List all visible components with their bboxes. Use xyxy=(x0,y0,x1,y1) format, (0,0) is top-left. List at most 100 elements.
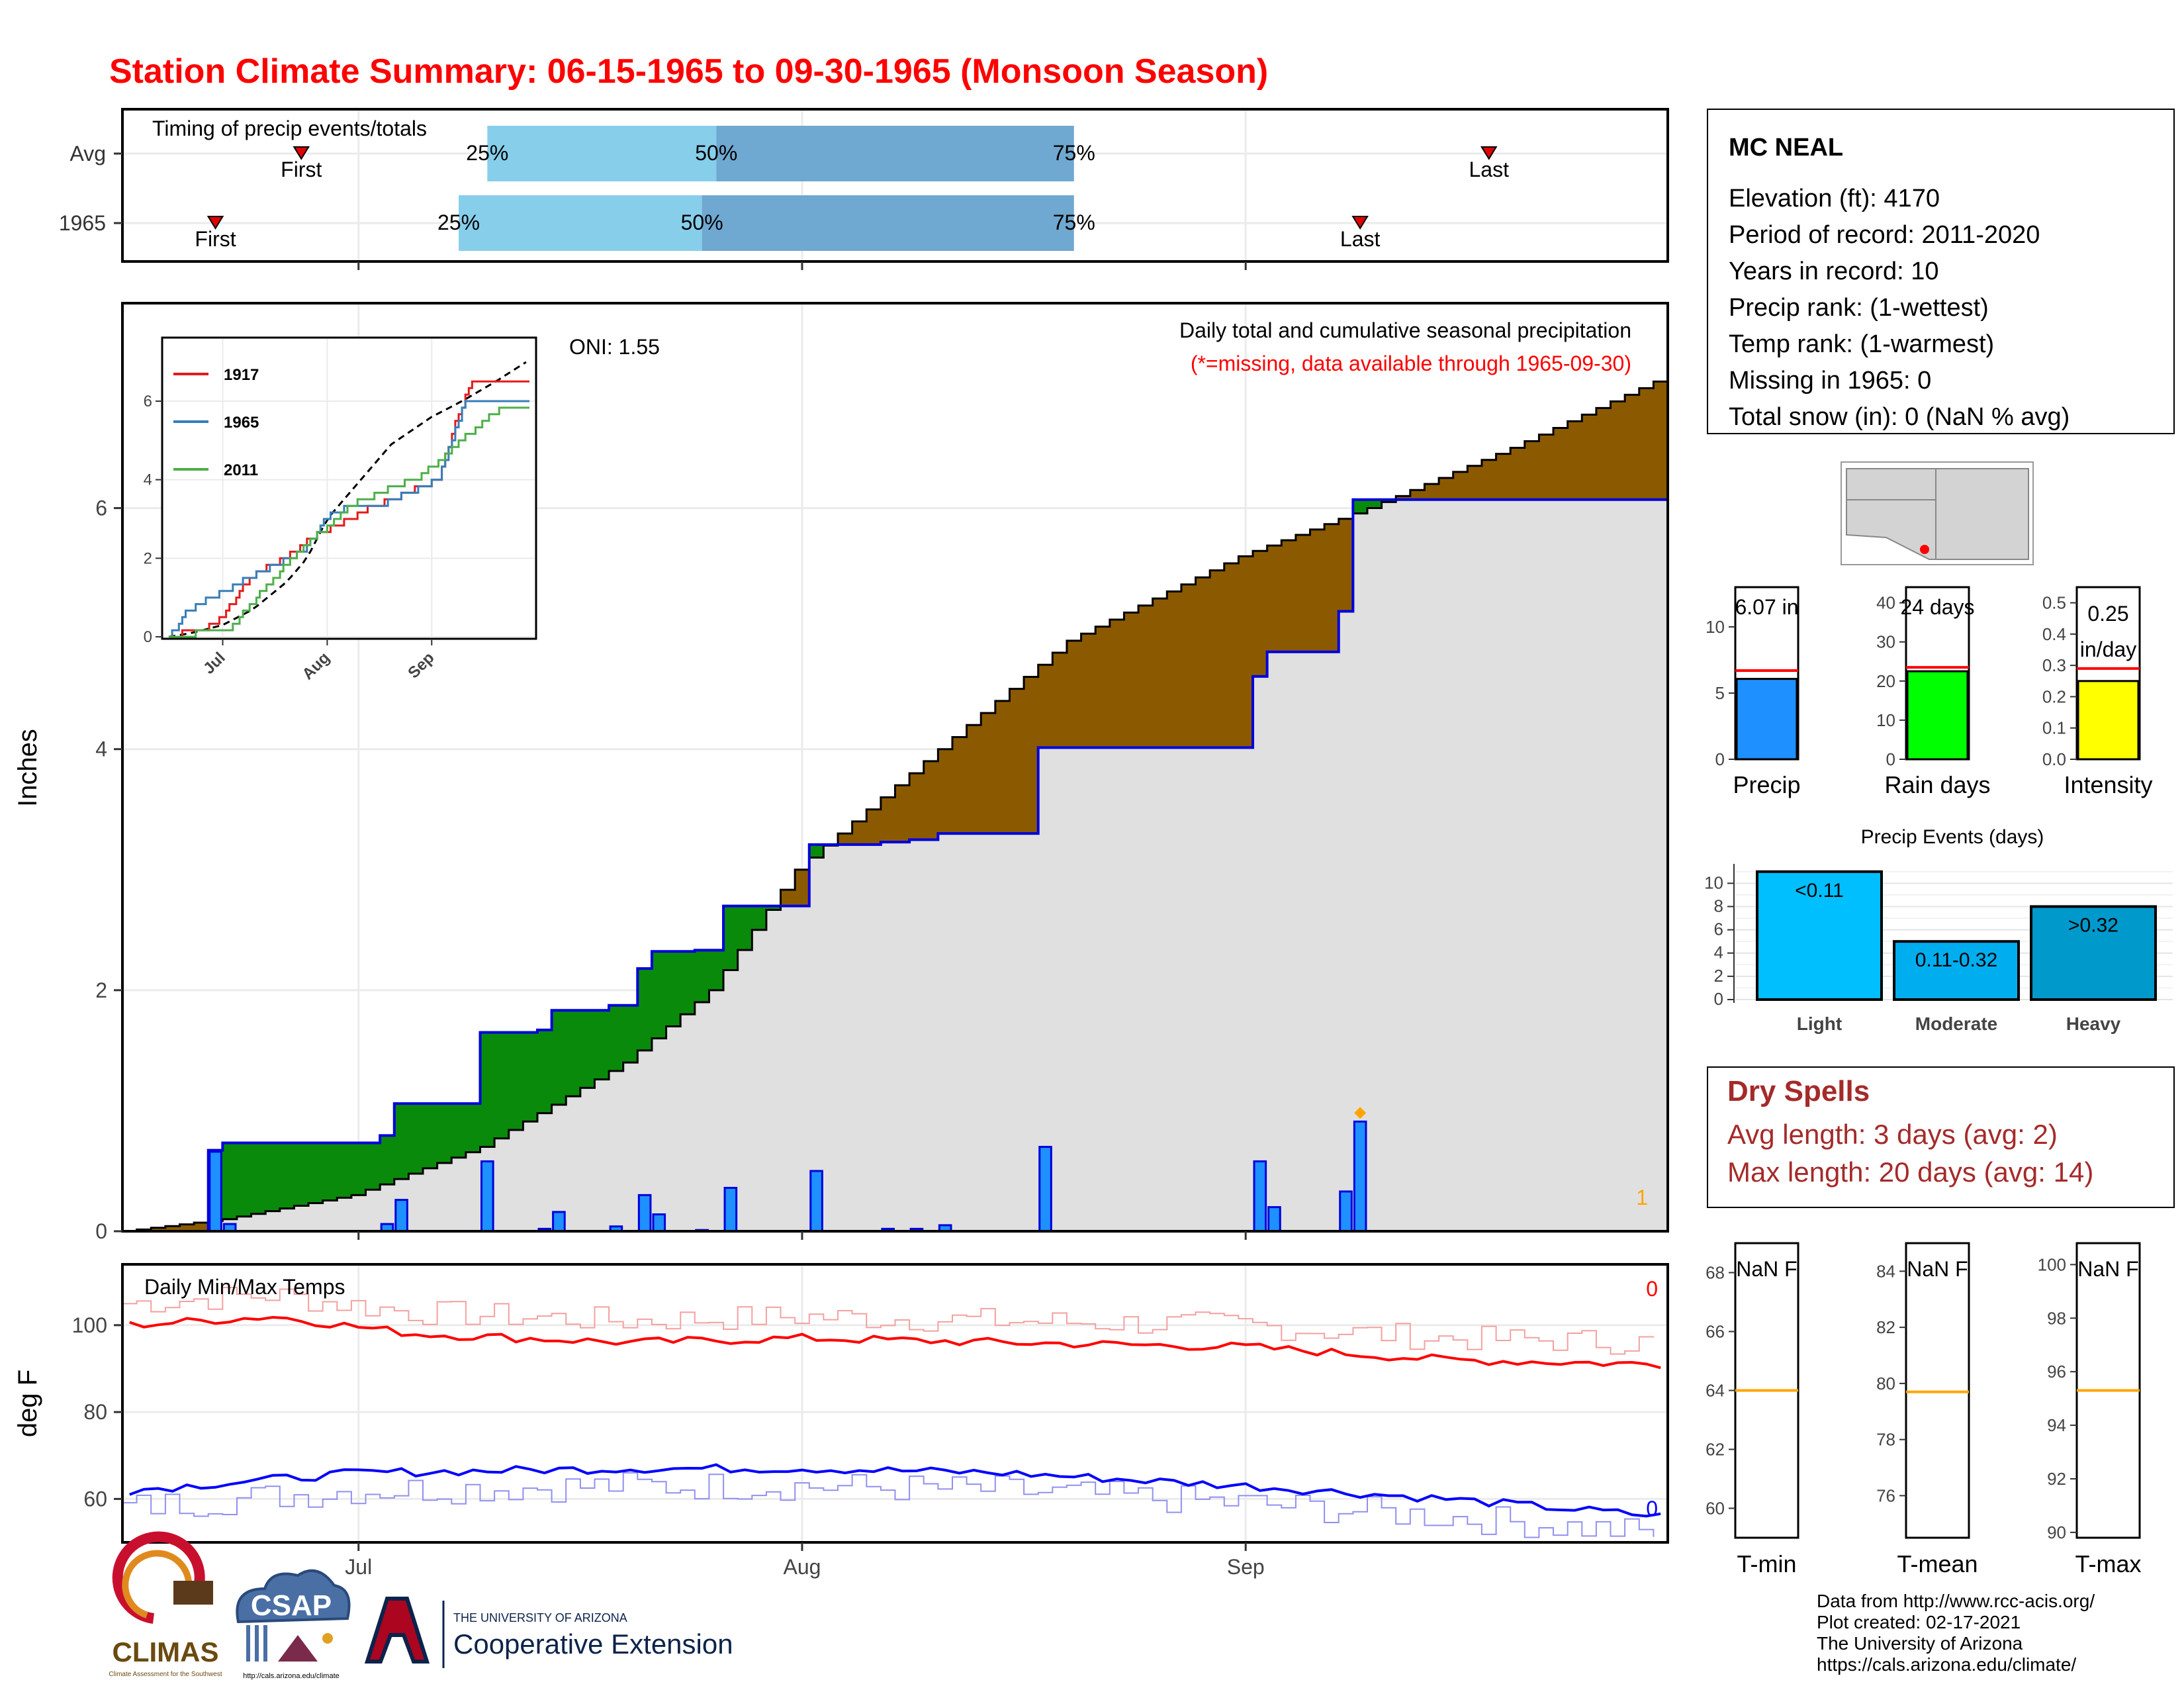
gauge-tick-label: 10 xyxy=(1706,617,1725,637)
timing-panel: Timing of precip events/totals Avg 1965 … xyxy=(59,108,1669,270)
temp-gauge-value: NaN F xyxy=(2077,1257,2138,1281)
inset-legend-label: 2011 xyxy=(224,461,258,479)
main-missing-note: (*=missing, data available through 1965-… xyxy=(1191,352,1631,375)
main-y-axis-label: Inches xyxy=(13,729,42,807)
credit-line-url: https://cals.arizona.edu/climate/ xyxy=(1817,1654,2076,1675)
main-y-tick-label: 2 xyxy=(95,978,107,1002)
daily-precip-bar xyxy=(208,1150,222,1233)
daily-precip-bar xyxy=(394,1199,408,1233)
daily-precip-bar xyxy=(723,1186,738,1233)
temp-gauge-tick-label: 82 xyxy=(1876,1317,1895,1337)
station-line-snow: Total snow (in): 0 (NaN % avg) xyxy=(1729,403,2070,431)
daily-precip-bar xyxy=(652,1213,666,1233)
missing-count-label: 1 xyxy=(1636,1186,1648,1209)
gauge-tick-label: 0.2 xyxy=(2042,686,2066,706)
gauge-value-label: 6.07 in xyxy=(1735,595,1798,619)
gauge-tick-label: 0.0 xyxy=(2042,749,2066,769)
tmax-avg-line xyxy=(129,1315,1661,1370)
dry-spells-avg: Avg length: 3 days (avg: 2) xyxy=(1727,1119,2058,1150)
first-event-label: First xyxy=(195,227,236,251)
gauge-value-label: 0.25 xyxy=(2087,602,2128,626)
temp-gauge-tick-label: 100 xyxy=(2038,1254,2066,1274)
quartile-label: 50% xyxy=(695,141,737,165)
station-line-elevation: Elevation (ft): 4170 xyxy=(1729,185,1940,212)
inset-year-line xyxy=(169,400,529,638)
university-of-arizona-logo: THE UNIVERSITY OF ARIZONA Cooperative Ex… xyxy=(364,1597,733,1668)
quartile-label: 25% xyxy=(466,141,508,165)
tmax-daily-line xyxy=(122,1287,1655,1355)
gauge-category-label: Intensity xyxy=(2064,771,2152,798)
station-info-box: MC NEAL Elevation (ft): 4170 Period of r… xyxy=(1707,109,2175,434)
temp-gauge-tick-label: 94 xyxy=(2047,1415,2066,1435)
gauge-tick-label: 0.5 xyxy=(2042,593,2066,613)
climas-logo: CLIMAS Climate Assessment for the Southw… xyxy=(109,1531,222,1678)
daily-precip-bar xyxy=(480,1160,494,1233)
temp-gauge-tick-label: 92 xyxy=(2047,1469,2066,1489)
temperature-gauges: 60 62 64 66 68 NaN F T-min 76 78 80 82 84 NaN F T-mea… xyxy=(1706,1242,2142,1577)
timing-row-label-avg: Avg xyxy=(69,142,106,165)
precip-event-bar xyxy=(1756,870,1883,1001)
gauge-tick-label: 0.1 xyxy=(2042,718,2066,738)
gauge-tick-label: 0 xyxy=(1886,749,1895,769)
avg-cumulative-line xyxy=(122,380,1668,1233)
footer-credits: Data from http://www.rcc-acis.org/ Plot … xyxy=(1817,1591,2095,1675)
tmin-avg-line xyxy=(129,1463,1661,1518)
climas-wordmark: CLIMAS xyxy=(113,1636,219,1667)
station-line-years: Years in record: 10 xyxy=(1729,258,1939,285)
main-y-tick-label: 0 xyxy=(95,1219,107,1243)
csap-wordmark: CSAP xyxy=(251,1589,332,1622)
quartile-bar-50-75 xyxy=(702,195,1074,251)
station-line-missing: Missing in 1965: 0 xyxy=(1729,367,1931,395)
temp-gauge-tick-label: 78 xyxy=(1876,1430,1895,1450)
precip-event-category: Light xyxy=(1797,1013,1842,1034)
temp-gauge-tick-label: 98 xyxy=(2047,1308,2066,1328)
gauge-value-label: 24 days xyxy=(1900,595,1974,619)
temp-gauge-tick-label: 68 xyxy=(1706,1263,1725,1283)
gauge-tick-label: 0 xyxy=(1715,749,1725,769)
station-name: MC NEAL xyxy=(1729,134,1843,162)
temp-gauge-frame xyxy=(1905,1242,1970,1539)
precip-event-bar-label: 0.11-0.32 xyxy=(1915,949,1998,971)
inset-avg-line xyxy=(168,361,527,638)
last-event-label: Last xyxy=(1469,158,1510,181)
daily-precip-bar xyxy=(809,1170,823,1233)
temp-y-tick-label: 60 xyxy=(83,1487,107,1511)
temp-gauge-tick-label: 84 xyxy=(1876,1261,1895,1281)
tmin-missing-count: 0 xyxy=(1646,1497,1658,1521)
precip-event-bar xyxy=(1893,940,2020,1002)
gauge-unit-label: in/day xyxy=(2080,637,2136,661)
quartile-bar-25-50 xyxy=(487,126,717,181)
last-event-marker xyxy=(1351,216,1369,230)
main-caption: Daily total and cumulative seasonal prec… xyxy=(1179,318,1631,342)
daily-precip-bar xyxy=(1353,1120,1367,1233)
daily-precip-bar xyxy=(1038,1146,1052,1233)
inset-y-tick-label: 4 xyxy=(144,471,152,489)
temp-gauge-tick-label: 66 xyxy=(1706,1322,1725,1342)
temp-gauge-label: T-mean xyxy=(1897,1550,1978,1577)
timing-row-label-year: 1965 xyxy=(59,211,106,235)
gauge-category-label: Rain days xyxy=(1884,771,1990,798)
dry-spells-title: Dry Spells xyxy=(1727,1075,1870,1107)
events-tick-label: 10 xyxy=(1704,872,1723,892)
page-title: Station Climate Summary: 06-15-1965 to 0… xyxy=(109,52,1268,91)
timing-title: Timing of precip events/totals xyxy=(152,117,427,140)
station-line-temp-rank: Temp rank: (1-warmest) xyxy=(1729,330,1994,358)
first-event-marker xyxy=(293,146,310,160)
quartile-bar-25-50 xyxy=(459,195,702,251)
oni-label: ONI: 1.55 xyxy=(569,335,660,359)
inset-y-tick-label: 2 xyxy=(144,549,152,567)
daily-precip-bar xyxy=(637,1194,652,1233)
first-event-marker xyxy=(206,216,224,230)
dry-spells-box: Dry Spells Avg length: 3 days (avg: 2) M… xyxy=(1707,1066,2175,1208)
station-line-period: Period of record: 2011-2020 xyxy=(1729,221,2040,249)
gauge-tick-label: 20 xyxy=(1876,671,1895,691)
last-event-label: Last xyxy=(1340,227,1381,251)
temp-gauge-tick-label: 64 xyxy=(1706,1381,1725,1401)
temp-x-tick-label: Sep xyxy=(1227,1555,1265,1579)
inset-year-line xyxy=(169,406,529,638)
precip-event-category: Heavy xyxy=(2066,1013,2121,1034)
credit-line-university: The University of Arizona xyxy=(1817,1633,2023,1654)
gauge-value-bar xyxy=(2077,680,2140,761)
temp-y-axis-label: deg F xyxy=(13,1370,42,1437)
